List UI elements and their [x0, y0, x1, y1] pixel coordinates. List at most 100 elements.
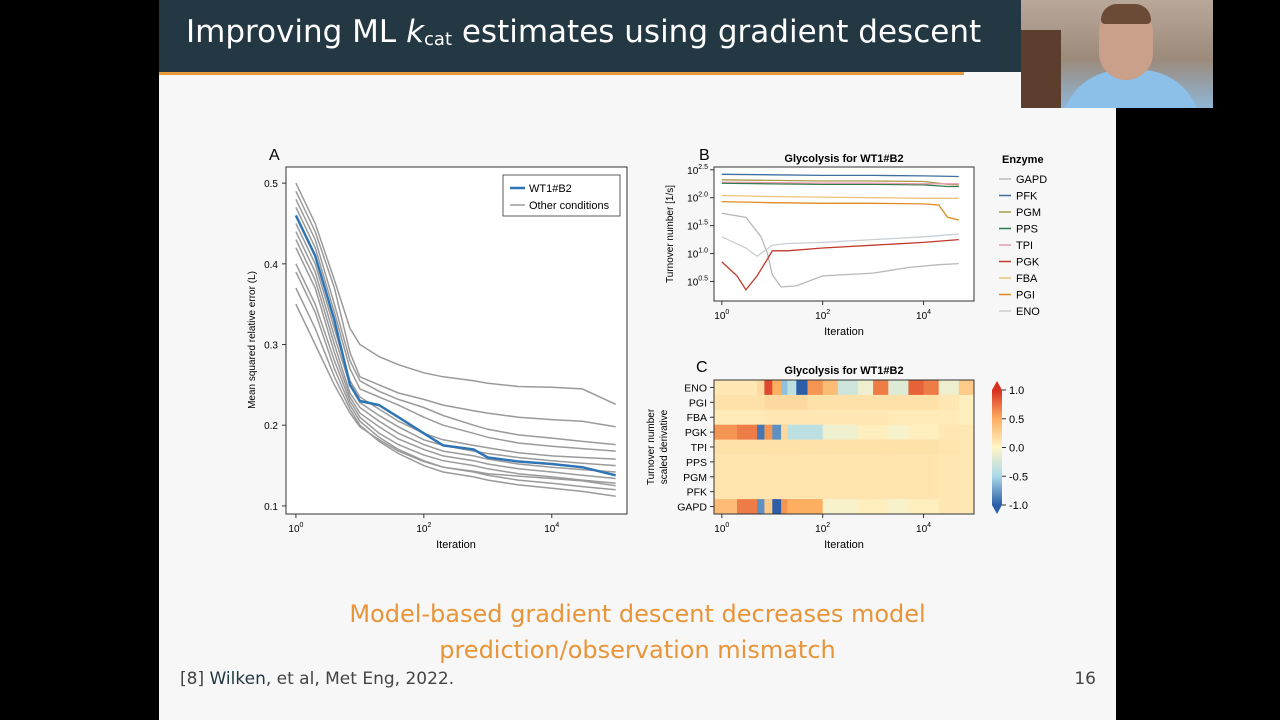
- panel-a-series: [294, 182, 617, 497]
- heatmap-cell: [908, 469, 925, 485]
- c-row-label-fba: FBA: [687, 412, 707, 424]
- panel-b-xlabel: Iteration: [824, 326, 864, 338]
- heatmap-cell: [714, 484, 738, 500]
- heatmap-cell: [857, 424, 874, 441]
- heatmap-cell: [837, 424, 859, 441]
- heatmap-cell: [781, 424, 788, 441]
- heatmap-cell: [781, 380, 788, 396]
- panel-b-axes: [713, 166, 975, 302]
- panel-b-legend: GAPD PFK PGM PPS TPI PGK FBA PGI ENO: [999, 174, 1047, 318]
- heatmap-cell: [787, 454, 797, 470]
- heatmap-cell: [822, 439, 839, 455]
- panel-b-yticks: 102.5 102.0 101.5 101.0 100.5: [687, 164, 714, 288]
- heatmap-cell: [837, 454, 859, 470]
- heatmap-cell: [857, 409, 874, 426]
- a-ytick-label: 0.3: [264, 341, 278, 352]
- colorbar-top-arrow: [992, 381, 1002, 390]
- panel-c-row-labels: ENO PGI FBA PGK TPI PPS PGM PFK GAPD: [677, 382, 714, 514]
- webcam-presenter-hair: [1101, 4, 1151, 24]
- heatmap-cell: [958, 394, 975, 411]
- citation-author[interactable]: Wilken: [209, 669, 266, 689]
- webcam-shelf: [1021, 30, 1061, 108]
- heatmap-cell: [781, 499, 788, 515]
- series-eno: [721, 233, 959, 258]
- heatmap-cell: [888, 424, 909, 441]
- heatmap-cell: [796, 439, 808, 455]
- series-pfk: [721, 173, 959, 178]
- heatmap-cell: [807, 469, 824, 485]
- panel-c-xlabel: Iteration: [824, 539, 864, 551]
- colorbar-tick-label: 0.0: [1009, 443, 1024, 455]
- b-ytick-label: 101.0: [687, 248, 708, 261]
- heatmap-cell: [938, 499, 960, 515]
- heatmap-cell: [714, 424, 738, 441]
- heatmap-cell: [737, 469, 758, 485]
- panel-c-colorbar: 1.0 0.5 0.0 -0.5 -1.0: [992, 381, 1028, 514]
- heatmap-cell: [908, 394, 925, 411]
- heatmap-cell: [822, 409, 839, 426]
- heatmap-cell: [781, 409, 788, 426]
- heatmap-cell: [923, 469, 940, 485]
- heatmap-cell: [958, 409, 975, 426]
- heatmap-cell: [796, 499, 808, 515]
- heatmap-cell: [772, 484, 782, 500]
- heatmap-cell: [757, 439, 765, 455]
- heatmap-cell: [908, 424, 925, 441]
- heatmap-cell: [796, 454, 808, 470]
- heatmap-cell: [888, 484, 909, 500]
- heatmap-cell: [787, 409, 797, 426]
- legend-label-tpi: TPI: [1016, 240, 1033, 252]
- heatmap-cell: [958, 424, 975, 441]
- heatmap-cell: [787, 394, 797, 411]
- series-wt1b2: [294, 214, 616, 477]
- heatmap-cell: [908, 409, 925, 426]
- heatmap-cell: [796, 484, 808, 500]
- heatmap-cell: [714, 454, 738, 470]
- webcam-feed: [1021, 0, 1213, 108]
- heatmap-cell: [822, 484, 839, 500]
- b-xtick-label: 104: [916, 309, 931, 322]
- heatmap-cell: [757, 454, 765, 470]
- heatmap-cell: [737, 380, 758, 396]
- a-xtick-label: 100: [288, 522, 303, 535]
- legend-label-pgk: PGK: [1016, 257, 1040, 269]
- series-tpi: [721, 181, 959, 185]
- heatmap-cell: [958, 380, 975, 396]
- heatmap-cell: [873, 484, 889, 500]
- tagline-line-2: prediction/observation mismatch: [439, 636, 836, 664]
- heatmap-cell: [787, 424, 797, 441]
- heatmap-cell: [888, 394, 909, 411]
- heatmap-cell: [857, 469, 874, 485]
- heatmap-cell: [857, 499, 874, 515]
- heatmap-cell: [837, 439, 859, 455]
- heatmap-cell: [857, 380, 874, 396]
- heatmap-cell: [757, 499, 765, 515]
- heatmap-cell: [908, 380, 925, 396]
- heatmap-cell: [764, 469, 773, 485]
- series-fba: [721, 194, 959, 199]
- heatmap-cell: [757, 394, 765, 411]
- tagline-line-1: Model-based gradient descent decreases m…: [349, 600, 926, 628]
- panel-a-letter: A: [269, 147, 280, 164]
- panel-b-ylabel: Turnover number [1/s]: [665, 185, 676, 283]
- panel-a-xlabel: Iteration: [436, 539, 476, 551]
- heatmap-cell: [772, 380, 782, 396]
- heatmap-cell: [807, 394, 824, 411]
- heatmap-cell: [807, 499, 824, 515]
- heatmap-cell: [787, 469, 797, 485]
- heatmap-cell: [796, 380, 808, 396]
- c-xtick-label: 104: [916, 522, 931, 535]
- heatmap-cell: [938, 424, 960, 441]
- series-other-condition: [295, 182, 617, 405]
- heatmap-cell: [938, 394, 960, 411]
- heatmap-cell: [888, 409, 909, 426]
- heatmap-cell: [938, 469, 960, 485]
- heatmap-cell: [908, 439, 925, 455]
- heatmap-cell: [923, 439, 940, 455]
- series-pgi: [721, 200, 959, 221]
- heatmap-cell: [764, 394, 773, 411]
- heatmap-cell: [923, 484, 940, 500]
- citation: [8] Wilken, et al, Met Eng, 2022.: [180, 669, 454, 689]
- title-k: k: [406, 14, 425, 50]
- heatmap-cell: [873, 409, 889, 426]
